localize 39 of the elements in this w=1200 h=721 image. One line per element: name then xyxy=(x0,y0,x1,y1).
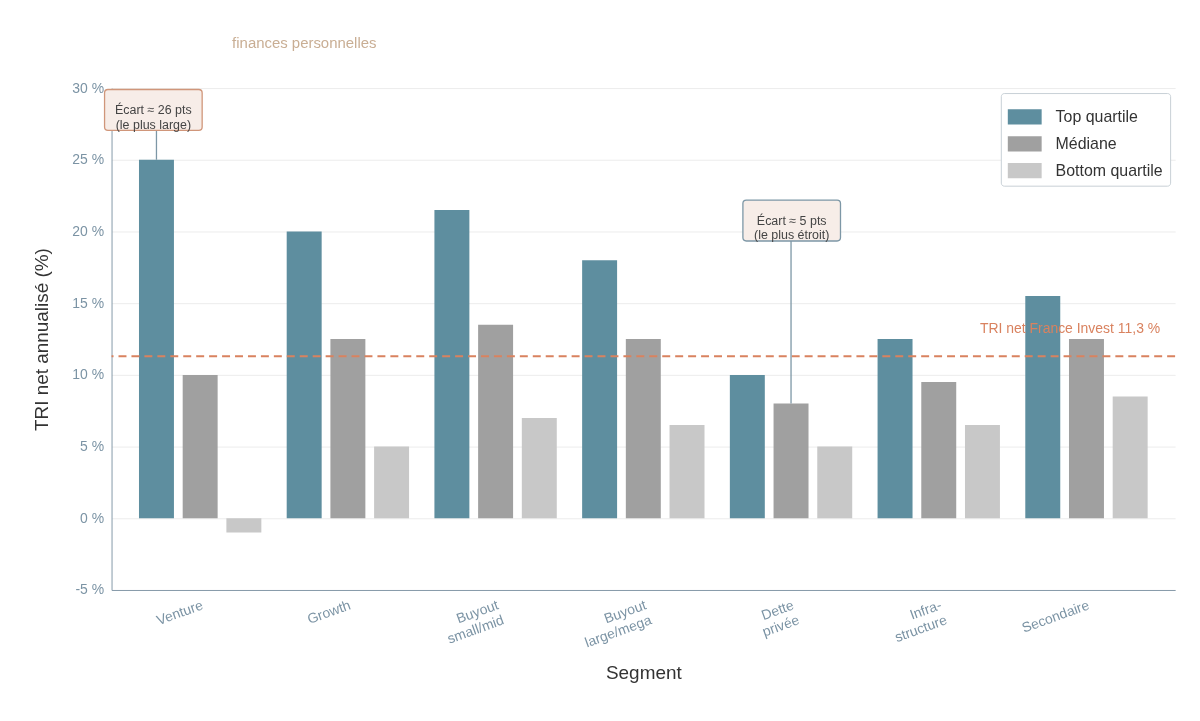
x-axis-title: Segment xyxy=(605,662,683,684)
x-tick-label: Venture xyxy=(154,596,206,628)
chart-subtitle: finances personnelles xyxy=(232,34,377,52)
x-tick-label: Dette privée xyxy=(759,596,802,640)
bar xyxy=(374,446,410,519)
legend-label: Médiane xyxy=(1055,134,1117,152)
y-axis-title: TRI net annualisé (%) xyxy=(31,248,53,431)
bar xyxy=(182,374,218,519)
bar xyxy=(582,260,618,519)
bar xyxy=(964,425,1000,519)
y-tick-label: 15 % xyxy=(72,294,105,311)
bar xyxy=(138,159,174,519)
y-tick-label: 25 % xyxy=(72,151,105,168)
bar xyxy=(817,446,853,519)
bar xyxy=(330,339,366,519)
bar xyxy=(434,209,470,519)
bar xyxy=(921,382,957,519)
legend-label: Bottom quartile xyxy=(1055,161,1163,179)
y-tick-label: 5 % xyxy=(80,438,105,455)
y-tick-label: 0 % xyxy=(80,509,105,526)
bar xyxy=(877,339,913,519)
bar xyxy=(1068,339,1104,519)
y-tick-label: 10 % xyxy=(72,366,105,383)
y-tick-label: -5 % xyxy=(75,581,105,598)
annotation: Écart ≈ 26 pts (le plus large) xyxy=(115,101,192,132)
x-tick-label: Growth xyxy=(304,596,353,627)
bar xyxy=(226,518,262,533)
bar xyxy=(478,324,514,519)
bar xyxy=(286,231,322,519)
y-tick-label: 30 % xyxy=(72,79,105,96)
bar xyxy=(669,425,705,519)
y-tick-label: 20 % xyxy=(72,222,105,239)
bar xyxy=(521,417,557,519)
bar xyxy=(1112,396,1148,519)
annotation: Écart ≈ 5 pts (le plus étroit) xyxy=(754,212,830,243)
legend-label: Top quartile xyxy=(1055,107,1139,125)
bar xyxy=(625,339,661,519)
bar xyxy=(773,403,809,519)
bar xyxy=(729,374,765,519)
